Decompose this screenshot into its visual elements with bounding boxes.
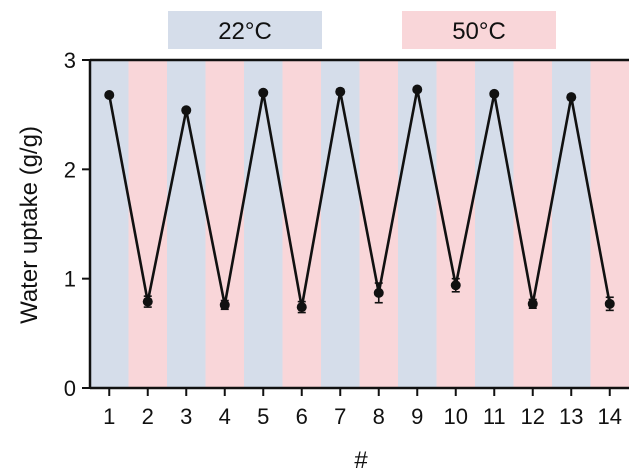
- band-1: [90, 60, 129, 388]
- series-line-group: [107, 89, 612, 308]
- x-ticks: 1 2 3 4 5 6 7 8 9 10 11 12 13 14: [103, 388, 622, 429]
- band-14: [590, 60, 629, 388]
- legend-label-22c: 22°C: [218, 18, 272, 45]
- data-point-3: [181, 105, 192, 116]
- data-point-4: [219, 299, 230, 310]
- x-tick-label-13: 13: [559, 404, 583, 429]
- y-tick-label-0: 0: [64, 376, 76, 401]
- data-point-8: [373, 287, 384, 298]
- axes: [88, 58, 629, 390]
- x-tick-label-10: 10: [444, 404, 468, 429]
- data-point-9: [412, 84, 423, 95]
- data-point-10: [450, 280, 461, 291]
- data-point-2: [142, 296, 153, 307]
- legend: 22°C 50°C: [168, 11, 556, 49]
- x-tick-label-3: 3: [180, 404, 192, 429]
- data-point-13: [566, 92, 577, 103]
- x-axis-title: #: [354, 447, 368, 472]
- band-7: [321, 60, 360, 388]
- band-9: [398, 60, 437, 388]
- band-13: [552, 60, 591, 388]
- band-6: [282, 60, 321, 388]
- band-5: [244, 60, 283, 388]
- data-point-1: [104, 89, 115, 100]
- x-tick-label-7: 7: [334, 404, 346, 429]
- band-4: [205, 60, 244, 388]
- band-11: [475, 60, 514, 388]
- x-tick-label-11: 11: [483, 404, 506, 429]
- data-point-5: [258, 87, 269, 98]
- data-point-7: [335, 86, 346, 97]
- x-tick-label-5: 5: [257, 404, 269, 429]
- data-point-14: [604, 298, 615, 309]
- band-12: [513, 60, 552, 388]
- background-bands: [90, 60, 629, 388]
- legend-swatch-50c: [402, 11, 556, 49]
- data-point-11: [489, 88, 500, 99]
- data-point-6: [296, 302, 307, 313]
- y-tick-label-2: 2: [64, 157, 76, 182]
- x-tick-label-6: 6: [296, 404, 308, 429]
- band-2: [128, 60, 167, 388]
- legend-label-50c: 50°C: [452, 18, 506, 45]
- x-tick-label-8: 8: [373, 404, 385, 429]
- x-tick-label-2: 2: [142, 404, 154, 429]
- series-line: [107, 89, 612, 308]
- data-points: [104, 84, 615, 313]
- x-tick-label-4: 4: [219, 404, 231, 429]
- x-tick-label-14: 14: [598, 404, 622, 429]
- y-ticks: 0 1 2 3: [64, 48, 90, 401]
- y-axis-title: Water uptake (g/g): [16, 126, 43, 324]
- x-tick-label-12: 12: [521, 404, 545, 429]
- x-tick-label-9: 9: [411, 404, 423, 429]
- y-tick-label-3: 3: [64, 48, 76, 73]
- x-tick-label-1: 1: [103, 404, 115, 429]
- data-point-12: [527, 298, 538, 309]
- legend-swatch-22c: [168, 11, 322, 49]
- y-tick-label-1: 1: [64, 267, 76, 292]
